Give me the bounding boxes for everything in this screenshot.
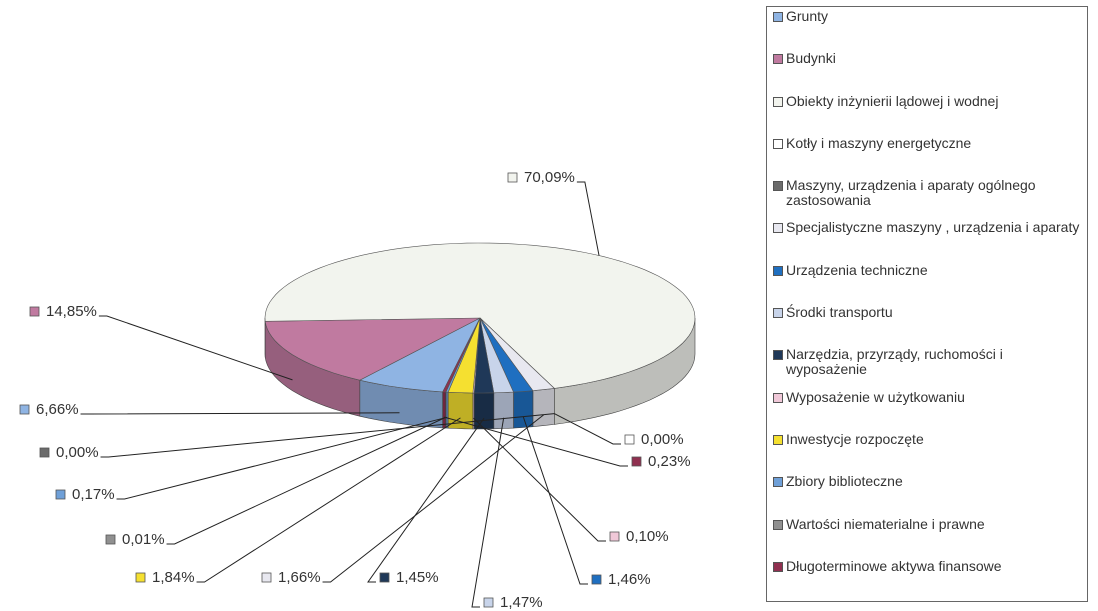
label-swatch: [261, 572, 272, 583]
legend-label: Maszyny, urządzenia i aparaty ogólnego z…: [786, 177, 1036, 209]
legend-swatch: [773, 265, 783, 276]
data-label: 0,01%: [122, 531, 165, 548]
leader-line: [554, 413, 621, 445]
legend-item: Inwestycje rozpoczęte: [773, 430, 1081, 474]
legend-label: Długoterminowe aktywa finansowe: [786, 557, 1002, 574]
data-label: 1,46%: [608, 571, 651, 588]
legend-swatch: [773, 181, 783, 192]
label-swatch: [19, 404, 30, 415]
legend-label: Inwestycje rozpoczęte: [786, 430, 924, 447]
label-swatch: [631, 456, 642, 467]
slice: [358, 317, 481, 393]
legend-item: Obiekty inżynierii lądowej i wodnej: [773, 92, 1081, 136]
legend-swatch: [773, 561, 783, 572]
label-swatch: [609, 531, 620, 542]
leader-line: [196, 417, 461, 583]
leader-line: [100, 413, 555, 458]
legend-item: Wartości niematerialne i prawne: [773, 515, 1081, 559]
data-label: 0,23%: [648, 453, 691, 470]
legend-label: Wartości niematerialne i prawne: [786, 515, 985, 532]
legend-item: Specjalistyczne maszyny , urządzenia i a…: [773, 220, 1081, 262]
leader-line: [471, 417, 505, 608]
legend-swatch: [773, 12, 783, 22]
leader-line: [367, 417, 485, 583]
data-label: 0,17%: [72, 486, 115, 503]
legend-item: Budynki: [773, 51, 1081, 93]
label-swatch: [135, 572, 146, 583]
leader-line: [322, 414, 544, 583]
label-swatch: [29, 306, 40, 317]
label-swatch: [624, 434, 635, 445]
data-label: 1,66%: [278, 569, 321, 586]
slice-side: [513, 390, 534, 429]
legend-label: Zbiory biblioteczne: [786, 473, 903, 490]
data-label: 0,10%: [626, 528, 669, 545]
data-label: 70,09%: [524, 169, 575, 186]
data-label: 6,66%: [36, 401, 79, 418]
data-label: 0,00%: [641, 431, 684, 448]
slice: [442, 317, 481, 393]
legend: Grunty Budynki Obiekty inżynierii lądowej …: [766, 6, 1088, 602]
legend-item: Kotły i maszyny energetyczne: [773, 134, 1081, 178]
data-label: 14,85%: [46, 303, 97, 320]
legend-swatch: [773, 477, 783, 488]
legend-swatch: [773, 392, 783, 403]
label-swatch: [591, 574, 602, 585]
label-swatch: [39, 447, 50, 458]
chart: 6,66% 14,85% 70,09% 0,00% 0,00% 1,66% 1,46% 1,4…: [19, 169, 696, 611]
legend-swatch: [773, 308, 783, 319]
legend-item: Długoterminowe aktywa finansowe: [773, 557, 1081, 601]
label-swatch: [105, 534, 116, 545]
label-swatch: [483, 597, 494, 608]
legend-label: Narzędzia, przyrządy, ruchomości i wypos…: [786, 346, 1003, 378]
legend-item: Urządzenia techniczne: [773, 261, 1081, 305]
legend-item: Zbiory biblioteczne: [773, 474, 1081, 516]
legend-item: Narzędzia, przyrządy, ruchomości i wypos…: [773, 347, 1081, 389]
legend-label: Środki transportu: [786, 304, 893, 321]
label-swatch: [379, 572, 390, 583]
legend-swatch: [773, 519, 783, 530]
legend-label: Kotły i maszyny energetyczne: [786, 134, 972, 151]
legend-label: Specjalistyczne maszyny , urządzenia i a…: [786, 219, 1080, 236]
legend-label: Obiekty inżynierii lądowej i wodnej: [786, 92, 999, 109]
legend-swatch: [773, 96, 783, 107]
legend-swatch: [773, 350, 783, 361]
slice: [264, 317, 481, 381]
data-label: 1,47%: [500, 594, 543, 611]
legend-label: Wyposażenie w użytkowaniu: [786, 388, 965, 405]
slice-side: [445, 391, 449, 429]
leader-line: [98, 315, 293, 381]
label-swatch: [507, 172, 518, 183]
legend-swatch: [773, 223, 783, 234]
slice-side: [493, 391, 514, 430]
leader-line: [522, 416, 588, 585]
legend-label: Budynki: [786, 50, 836, 67]
leader-line: [444, 416, 628, 467]
legend-item: Grunty: [773, 9, 1081, 51]
label-swatch: [55, 489, 66, 500]
data-label: 1,45%: [396, 569, 439, 586]
legend-label: Grunty: [786, 8, 829, 24]
legend-swatch: [773, 138, 783, 149]
legend-item: Wyposażenie w użytkowaniu: [773, 388, 1081, 432]
leader-line: [166, 416, 447, 545]
legend-swatch: [773, 54, 783, 65]
legend-label: Urządzenia techniczne: [786, 261, 928, 278]
leader-line: [80, 412, 400, 415]
data-label: 1,84%: [152, 569, 195, 586]
legend-item: Maszyny, urządzenia i aparaty ogólnego z…: [773, 178, 1081, 220]
legend-swatch: [773, 434, 783, 445]
leader-line: [576, 181, 600, 256]
slice-side: [473, 392, 495, 430]
legend-item: Środki transportu: [773, 305, 1081, 347]
pie-tops: [264, 242, 696, 394]
leader-line: [473, 417, 606, 542]
data-label: 0,00%: [56, 444, 99, 461]
leader-line: [116, 416, 448, 500]
slice-side: [442, 391, 446, 429]
